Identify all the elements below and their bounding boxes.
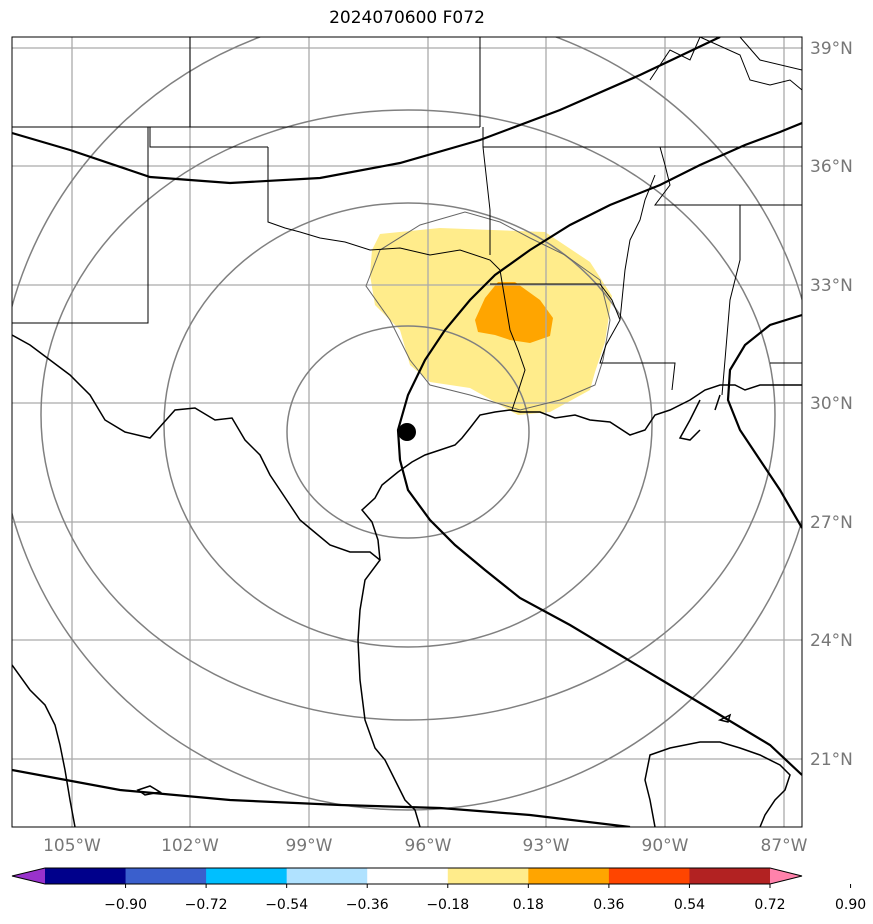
colorbar-tick-label: 0.54 xyxy=(674,897,705,913)
state-borders xyxy=(12,37,802,411)
lon-label: 90°W xyxy=(642,836,689,856)
colorbar-segment xyxy=(286,868,368,884)
colorbar-tick-label: 0.90 xyxy=(835,897,866,913)
lon-label: 105°W xyxy=(43,836,101,856)
graticule xyxy=(12,37,802,827)
colorbar-tick-label: 0.72 xyxy=(754,897,785,913)
contour-fill-0.36 xyxy=(475,282,553,343)
lon-label: 99°W xyxy=(286,836,333,856)
colorbar-tick-label: −0.54 xyxy=(265,897,308,913)
colorbar-tick-label: −0.90 xyxy=(104,897,147,913)
colorbar-tick-label: −0.36 xyxy=(346,897,389,913)
colorbar-segment xyxy=(447,868,529,884)
colorbar-segment xyxy=(206,868,288,884)
lon-label: 93°W xyxy=(523,836,570,856)
longitude-labels: 105°W 102°W 99°W 96°W 93°W 90°W 87°W xyxy=(43,836,808,856)
colorbar: −0.90 −0.72 −0.54 −0.36 −0.18 0.18 0.36 0.54 0.7… xyxy=(11,867,866,913)
map-title: 2024070600 F072 xyxy=(329,8,485,28)
track-lines xyxy=(12,37,802,827)
lon-label: 102°W xyxy=(161,836,219,856)
colorbar-extend-max xyxy=(770,868,802,884)
colorbar-tick-label: 0.18 xyxy=(513,897,544,913)
lon-label: 87°W xyxy=(761,836,808,856)
colorbar-segment xyxy=(689,868,771,884)
colorbar-tick-label: 0.36 xyxy=(593,897,624,913)
colorbar-extend-min xyxy=(12,868,45,884)
colorbar-segment xyxy=(528,868,610,884)
lat-label: 39°N xyxy=(810,39,853,59)
lat-label: 24°N xyxy=(810,631,853,651)
colorbar-segment xyxy=(608,868,690,884)
colorbar-tick-label: −0.72 xyxy=(185,897,228,913)
range-rings xyxy=(12,37,802,811)
lat-label: 36°N xyxy=(810,157,853,177)
colorbar-segment xyxy=(367,868,449,884)
lat-label: 30°N xyxy=(810,394,853,414)
lon-label: 96°W xyxy=(405,836,452,856)
map-area xyxy=(12,37,802,827)
latitude-labels: 39°N 36°N 33°N 30°N 27°N 24°N 21°N xyxy=(810,39,853,770)
storm-center-dot xyxy=(398,423,416,441)
lat-label: 33°N xyxy=(810,276,853,296)
coastline xyxy=(12,334,802,827)
colorbar-segment xyxy=(125,868,207,884)
colorbar-tick-label: −0.18 xyxy=(426,897,469,913)
colorbar-outline xyxy=(11,867,803,885)
lat-label: 21°N xyxy=(810,750,853,770)
lat-label: 27°N xyxy=(810,513,853,533)
colorbar-segment xyxy=(45,868,127,884)
map-frame xyxy=(11,36,803,828)
